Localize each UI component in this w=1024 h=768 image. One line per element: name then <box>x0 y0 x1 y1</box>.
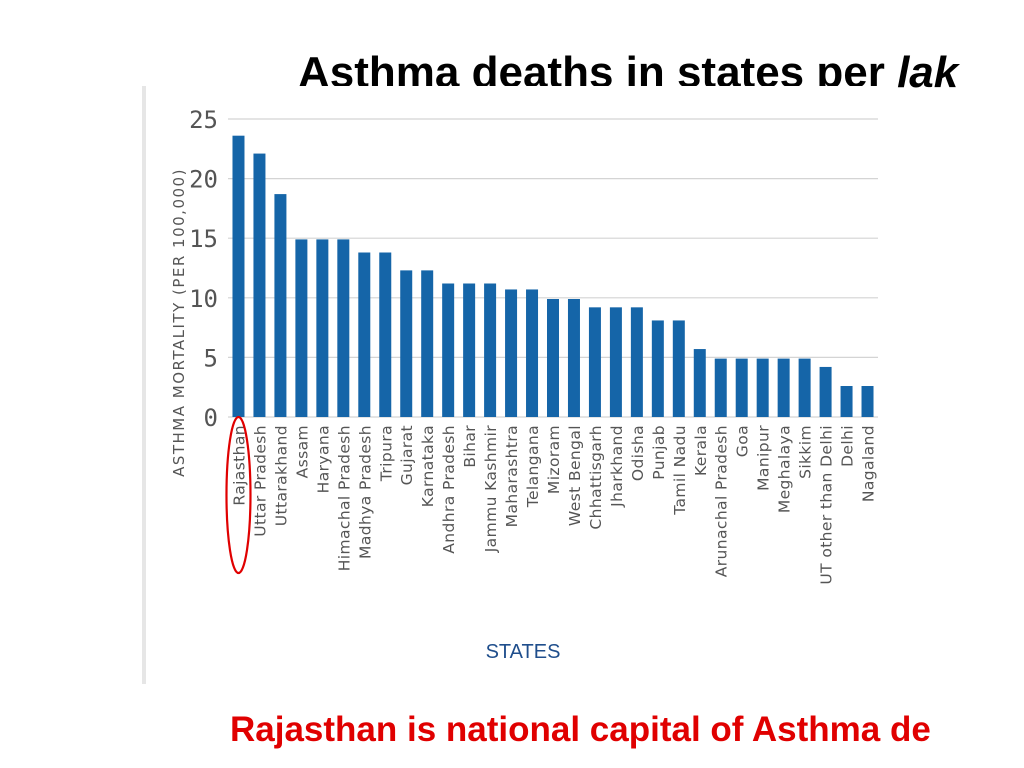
x-tick-label: Himachal Pradesh <box>335 425 353 571</box>
bar-sikkim <box>798 358 811 417</box>
x-axis-label: STATES <box>486 641 561 663</box>
x-tick-label: Kerala <box>692 425 710 476</box>
x-tick-label: Maharashtra <box>503 425 521 527</box>
y-tick-label: 15 <box>189 225 218 253</box>
x-tick-label: Tripura <box>377 425 395 482</box>
x-tick-label: Tamil Nadu <box>671 425 689 516</box>
bar-karnataka <box>421 270 434 417</box>
bar-nagaland <box>861 386 874 417</box>
y-tick-label: 0 <box>204 404 218 432</box>
x-tick-label: Telangana <box>524 425 542 508</box>
x-tick-label: Odisha <box>629 425 647 481</box>
x-tick-label: Goa <box>734 425 752 457</box>
x-tick-label: Karnataka <box>419 425 437 507</box>
x-tick-label: Nagaland <box>860 425 878 502</box>
y-tick-label: 10 <box>189 285 218 313</box>
y-tick-label: 25 <box>189 106 218 134</box>
bar-himachal-pradesh <box>337 239 350 417</box>
x-tick-label: Assam <box>293 425 311 478</box>
bar-delhi <box>840 386 853 417</box>
bar-assam <box>295 239 308 417</box>
x-tick-label: Jharkhand <box>608 425 626 508</box>
x-tick-label: Punjab <box>650 425 668 480</box>
bar-mizoram <box>547 298 559 417</box>
bar-jammu-kashmir <box>484 283 497 417</box>
bar-kerala <box>693 349 706 417</box>
x-tick-label: Uttar Pradesh <box>251 425 269 537</box>
bar-tamil-nadu <box>672 320 685 417</box>
asthma-mortality-bar-chart: 0 5 10 15 20 25 ASTHMA MORTALITY (PER 100,000)… <box>170 106 878 663</box>
x-tick-label: Bihar <box>461 425 479 468</box>
bar-chhattisgarh <box>588 307 601 417</box>
highlight-ellipse <box>225 415 252 575</box>
bar-gujarat <box>400 270 413 417</box>
y-tick-label: 20 <box>189 166 218 194</box>
x-tick-label: Mizoram <box>545 425 563 494</box>
x-tick-label: Delhi <box>839 425 857 467</box>
bar-goa <box>735 358 748 417</box>
bar-west-bengal <box>567 298 580 417</box>
bar-arunachal-pradesh <box>714 358 727 417</box>
chart-panel: 0 5 10 15 20 25 ASTHMA MORTALITY (PER 100,000)… <box>142 86 886 684</box>
bar-andhra-pradesh <box>442 283 455 417</box>
bar-punjab <box>651 320 664 417</box>
bar-haryana <box>316 239 329 417</box>
bar-tripura <box>379 252 392 417</box>
x-tick-label: Madhya Pradesh <box>356 425 374 559</box>
bar-rajasthan <box>232 135 245 418</box>
x-tick-label: West Bengal <box>566 425 584 526</box>
slide-caption: Rajasthan is national capital of Asthma … <box>230 710 931 749</box>
x-tick-label: Chhattisgarh <box>587 425 605 530</box>
x-tick-label: Arunachal Pradesh <box>713 425 731 577</box>
bar-uttar-pradesh <box>253 153 266 417</box>
x-tick-label: Gujarat <box>398 425 416 485</box>
x-tick-label: Rajasthan <box>230 425 248 506</box>
x-tick-label: UT other than Delhi <box>818 425 836 585</box>
bar-bihar <box>463 283 476 417</box>
x-tick-label: Manipur <box>755 425 773 491</box>
bar-odisha <box>630 307 643 417</box>
x-tick-label: Andhra Pradesh <box>440 425 458 554</box>
bar-ut-other-than-delhi <box>819 366 832 417</box>
bar-meghalaya <box>777 358 790 417</box>
y-tick-label: 5 <box>204 344 218 372</box>
y-axis-label: ASTHMA MORTALITY (PER 100,000) <box>170 168 188 477</box>
slide-title-italic: lak <box>897 48 959 97</box>
bar-telangana <box>526 289 539 417</box>
bar-jharkhand <box>609 307 622 417</box>
x-tick-label: Haryana <box>314 425 332 493</box>
bar-maharashtra <box>505 289 518 417</box>
x-tick-label: Meghalaya <box>776 425 794 513</box>
bar-madhya-pradesh <box>358 252 371 417</box>
x-tick-label: Uttarakhand <box>272 425 290 526</box>
bar-uttarakhand <box>274 194 287 417</box>
x-tick-label: Jammu Kashmir <box>482 425 500 554</box>
bar-manipur <box>756 358 769 417</box>
x-tick-label: Sikkim <box>797 425 815 479</box>
